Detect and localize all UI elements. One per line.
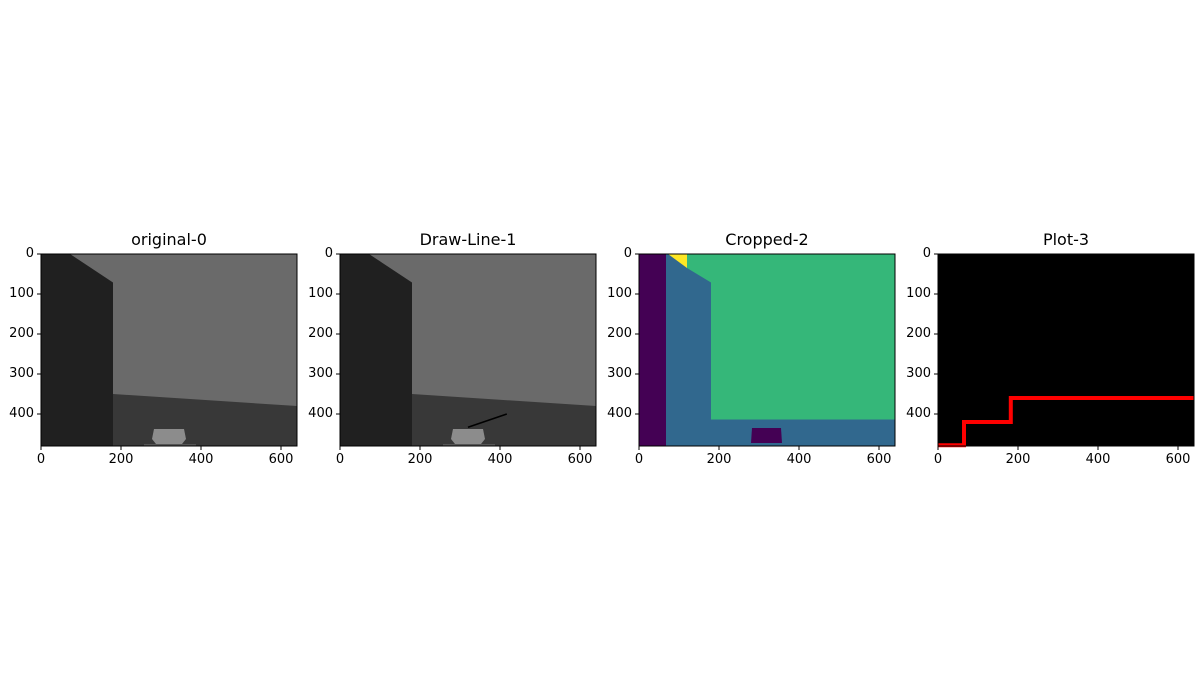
y-tick-label: 300: [9, 366, 34, 381]
x-tick-label: 600: [268, 452, 294, 467]
x-tick-label: 200: [1005, 452, 1031, 467]
y-tick-label: 0: [922, 246, 931, 261]
panel-title: Plot-3: [1042, 230, 1090, 249]
y-tick-label: 100: [906, 286, 931, 301]
y-tick-label: 200: [308, 326, 333, 341]
segment-wall: [687, 254, 895, 420]
image-axes: [336, 253, 597, 450]
y-tick-label: 400: [607, 406, 632, 421]
box-object: [451, 429, 485, 444]
x-tick-label: 400: [1085, 452, 1111, 467]
y-tick-label: 0: [324, 246, 333, 261]
panel-title: Cropped-2: [725, 230, 809, 249]
x-tick-label: 0: [933, 452, 943, 467]
y-tick-label: 200: [607, 326, 632, 341]
y-tick-label: 100: [607, 286, 632, 301]
x-tick-label: 600: [866, 452, 892, 467]
x-tick-label: 0: [634, 452, 644, 467]
x-tick-label: 400: [786, 452, 812, 467]
y-tick-label: 400: [906, 406, 931, 421]
panel-original: original-0 0 200 400 600 0 100 200 300 400: [0, 226, 300, 476]
x-tick-label: 600: [567, 452, 593, 467]
x-tick-label: 200: [706, 452, 732, 467]
x-tick-label: 0: [335, 452, 345, 467]
x-tick-label: 600: [1165, 452, 1191, 467]
y-tick-label: 0: [623, 246, 632, 261]
y-tick-label: 300: [906, 366, 931, 381]
box-shadow: [443, 444, 495, 446]
y-tick-label: 0: [25, 246, 34, 261]
y-tick-label: 200: [906, 326, 931, 341]
segment-corner: [668, 254, 687, 268]
left-wall: [340, 254, 412, 446]
x-tick-label: 400: [188, 452, 214, 467]
box-object: [152, 429, 186, 444]
y-tick-label: 400: [308, 406, 333, 421]
plot-axes: [934, 253, 1195, 450]
y-tick-label: 400: [9, 406, 34, 421]
plot-background: [938, 254, 1194, 446]
drawn-line: [467, 413, 508, 428]
y-tick-label: 100: [308, 286, 333, 301]
y-tick-label: 300: [607, 366, 632, 381]
panel-title: original-0: [131, 230, 207, 249]
segment-object: [751, 428, 782, 443]
x-tick-label: 200: [407, 452, 433, 467]
x-tick-label: 400: [487, 452, 513, 467]
panel-cropped: Cropped-2 0 200 400 600 0 100 200 300 400: [598, 226, 898, 476]
x-tick-label: 0: [36, 452, 46, 467]
y-tick-label: 200: [9, 326, 34, 341]
image-axes: [37, 253, 298, 450]
left-wall: [41, 254, 113, 446]
segment-left: [639, 254, 666, 446]
red-step-line: [938, 396, 1194, 448]
panel-title: Draw-Line-1: [419, 230, 517, 249]
y-tick-label: 100: [9, 286, 34, 301]
image-axes: [635, 253, 896, 450]
panel-draw-line: Draw-Line-1 0 200 400 600 0 100 200 300 400: [299, 226, 599, 476]
panel-plot: Plot-3 0 200 400 600 0 100 200 300 400: [897, 226, 1197, 476]
box-shadow: [144, 444, 196, 446]
x-tick-label: 200: [108, 452, 134, 467]
y-tick-label: 300: [308, 366, 333, 381]
